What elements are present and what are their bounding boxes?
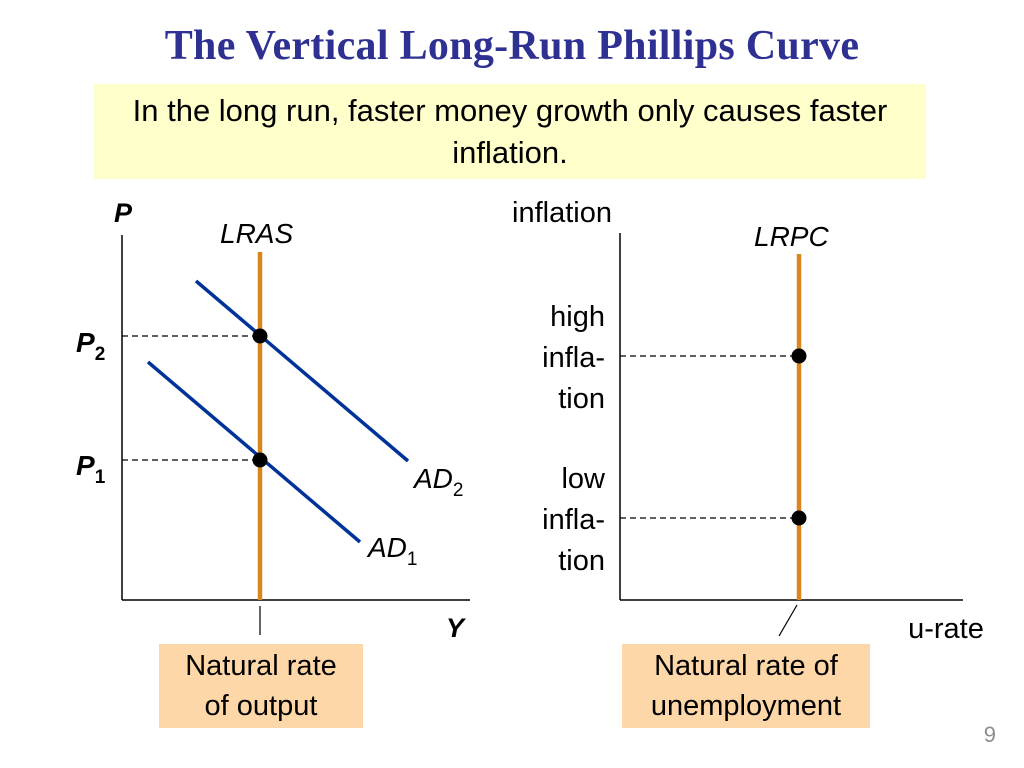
right-x-axis-label: u-rate xyxy=(908,613,984,645)
callout-right-line2: unemployment xyxy=(650,690,842,722)
svg-text:tion: tion xyxy=(558,545,605,577)
svg-text:infla-: infla- xyxy=(542,504,605,536)
callout-right-line1: Natural rate of xyxy=(654,650,838,682)
svg-text:high: high xyxy=(550,301,605,333)
natural-rate-of-unemployment-callout: Natural rate of unemployment xyxy=(622,644,870,728)
left-graph: P Y LRAS P2 P1 AD2 AD1 xyxy=(76,198,470,643)
slide-title: The Vertical Long-Run Phillips Curve xyxy=(164,23,860,69)
svg-text:low: low xyxy=(561,463,606,495)
lras-label: LRAS xyxy=(220,218,293,249)
right-y-axis-label: inflation xyxy=(512,197,612,229)
high-inflation-point xyxy=(791,348,807,364)
right-callout-connector xyxy=(778,604,798,637)
p1-equilibrium-point xyxy=(252,452,268,468)
svg-text:tion: tion xyxy=(558,383,605,415)
right-graph: inflation u-rate LRPC high infla- tion l… xyxy=(512,197,984,645)
callout-left-line2: of output xyxy=(204,690,318,722)
callout-left-line1: Natural rate xyxy=(185,650,337,682)
page-number: 9 xyxy=(983,722,996,747)
low-inflation-label: low infla- tion xyxy=(542,463,606,577)
high-inflation-label: high infla- tion xyxy=(542,301,605,415)
p2-equilibrium-point xyxy=(252,328,268,344)
ad2-curve xyxy=(194,279,410,463)
low-inflation-point xyxy=(791,510,807,526)
ad1-curve xyxy=(146,360,362,544)
p1-label: P1 xyxy=(76,450,106,488)
left-y-axis-label: P xyxy=(114,198,133,228)
key-point-text: In the long run, faster money growth onl… xyxy=(132,92,888,170)
key-point-box: In the long run, faster money growth onl… xyxy=(94,84,926,179)
svg-text:infla-: infla- xyxy=(542,342,605,374)
p2-label: P2 xyxy=(76,327,105,365)
natural-rate-of-output-callout: Natural rate of output xyxy=(159,644,363,728)
ad2-label: AD2 xyxy=(412,463,463,501)
left-x-axis-label: Y xyxy=(446,613,467,643)
lrpc-label: LRPC xyxy=(754,221,829,252)
ad1-label: AD1 xyxy=(366,532,417,570)
